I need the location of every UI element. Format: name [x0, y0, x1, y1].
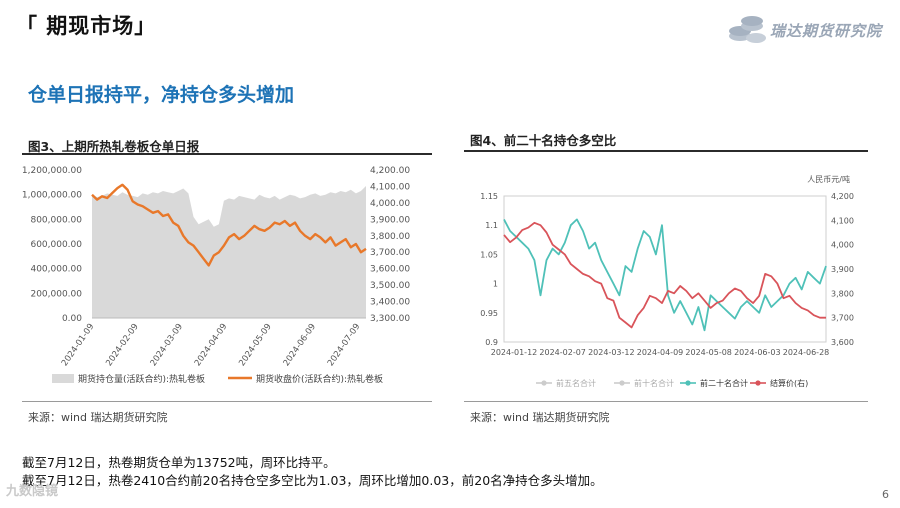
fig3-y-right-tick: 3,700.00 [370, 248, 410, 258]
fig4-y-left-tick: 0.95 [480, 309, 498, 318]
fig4-unit-label: 人民币元/吨 [807, 174, 850, 184]
fig4-legend-label-2: 前二十名合计 [700, 378, 748, 388]
fig4-y-left-tick: 1.15 [480, 192, 498, 201]
fig4-x-tick: 2024-06-03 [734, 348, 781, 357]
fig4-y-right-tick: 4,100 [831, 216, 854, 225]
fig4-legend-label-1: 前十名合计 [634, 378, 674, 388]
summary-line-1: 截至7月12日，热卷期货仓单为13752吨，周环比持平。 [22, 455, 336, 470]
fig3-y-left-tick: 1,200,000.00 [22, 166, 82, 176]
fig3-legend-label-area: 期货持仓量(活跃合约):热轧卷板 [78, 373, 205, 385]
fig3-y-left-tick: 400,000.00 [30, 265, 82, 275]
fig3-chart: 0.00 200,000.00 400,000.00 600,000.00 800,00… [22, 166, 410, 385]
fig3-x-tick: 2024-02-09 [104, 322, 141, 368]
fig3-y-right-tick: 3,300.00 [370, 314, 410, 324]
fig3-y-right-tick: 3,600.00 [370, 265, 410, 275]
fig3-legend-label-line: 期货收盘价(活跃合约):热轧卷板 [256, 373, 383, 385]
fig4-y-right-tick: 3,600 [831, 338, 854, 347]
fig4-y-left-tick: 0.9 [485, 338, 498, 347]
fig4-source: 来源：wind 瑞达期货研究院 [470, 411, 610, 424]
watermark: 九数隐镜 [6, 484, 59, 499]
fig4-y-right-tick: 4,200 [831, 192, 854, 201]
fig3-y-right-tick: 4,000.00 [370, 199, 410, 209]
fig3-bottom-rule [22, 401, 432, 402]
fig3-top-rule [22, 153, 432, 155]
fig3-series-line-close-price [91, 183, 367, 267]
fig4-y-right-tick: 3,900 [831, 265, 854, 274]
fig3-x-tick: 2024-04-09 [193, 322, 230, 368]
fig3-y-right-tick: 3,500.00 [370, 281, 410, 291]
company-logo: 瑞达期货研究院 [726, 6, 896, 50]
fig4-legend-swatch-dot-0 [541, 380, 547, 386]
fig4-y-right-tick: 3,800 [831, 289, 854, 298]
fig3-y-right-tick: 3,400.00 [370, 298, 410, 308]
logo-text: 瑞达期货研究院 [770, 22, 883, 40]
fig4-legend-label-0: 前五名合计 [556, 378, 596, 388]
fig3-series-area-open-interest [92, 186, 366, 318]
fig4-top-rule [464, 150, 868, 152]
fig3-y-left-tick: 800,000.00 [30, 215, 82, 225]
fig4-y-left-tick: 1.1 [485, 221, 498, 230]
coin-stack-icon [729, 16, 766, 43]
fig4-chart: 人民币元/吨 0.9 0.95 1 1.05 1.1 1.15 3,600 3,700 3,800… [480, 174, 854, 388]
section-title: 「 期现市场」 [16, 14, 157, 38]
fig4-y-left-tick: 1 [493, 280, 498, 289]
fig4-bottom-rule [464, 401, 868, 402]
fig4-legend-label-3: 结算价(右) [770, 378, 808, 388]
fig3-y-left-tick: 1,000,000.00 [22, 191, 82, 201]
fig3-title: 图3、上期所热轧卷板仓单日报 [28, 139, 200, 154]
fig3-x-tick: 2024-03-09 [149, 322, 186, 368]
fig4-x-tick: 2024-03-12 [588, 348, 635, 357]
fig4-x-tick: 2024-05-08 [685, 348, 732, 357]
fig3-y-right-tick: 4,200.00 [370, 166, 410, 176]
fig3-y-right-tick: 3,800.00 [370, 232, 410, 242]
fig4-legend-swatch-dot-3 [755, 380, 761, 386]
headline: 仓单日报持平，净持仓多头增加 [28, 84, 295, 106]
fig3-source: 来源：wind 瑞达期货研究院 [28, 411, 168, 424]
fig3-y-right-tick: 3,900.00 [370, 215, 410, 225]
fig4-y-right-tick: 4,000 [831, 241, 854, 250]
fig3-y-left-tick: 200,000.00 [30, 289, 82, 299]
page-number: 6 [882, 488, 889, 501]
fig3-y-right-tick: 4,100.00 [370, 182, 410, 192]
fig4-plot-frame [503, 195, 827, 343]
fig3-y-left-tick: 0.00 [62, 314, 82, 324]
fig4-x-tick: 2024-04-09 [637, 348, 684, 357]
fig4-x-tick: 2024-01-12 [491, 348, 538, 357]
fig4-legend-swatch-dot-1 [619, 380, 625, 386]
fig3-x-tick: 2024-01-09 [60, 322, 97, 368]
fig4-title: 图4、前二十名持仓多空比 [470, 133, 617, 148]
fig4-legend-swatch-dot-2 [685, 380, 691, 386]
fig3-legend-swatch-area [52, 374, 74, 383]
fig3-x-tick: 2024-05-09 [237, 322, 274, 368]
fig4-series-line-top20-ratio [503, 218, 827, 332]
fig4-x-tick: 2024-06-28 [783, 348, 830, 357]
fig4-series-line-settlement-price [503, 221, 826, 329]
summary-line-2: 截至7月12日，热卷2410合约前20名持仓空多空比为1.03，周环比增加0.0… [22, 473, 603, 488]
fig4-y-left-tick: 1.05 [480, 250, 498, 259]
fig4-x-tick: 2024-02-07 [539, 348, 586, 357]
fig3-x-tick: 2024-06-09 [282, 322, 319, 368]
fig4-y-right-tick: 3,700 [831, 314, 854, 323]
fig3-y-left-tick: 600,000.00 [30, 240, 82, 250]
fig3-x-tick: 2024-07-09 [326, 322, 363, 368]
